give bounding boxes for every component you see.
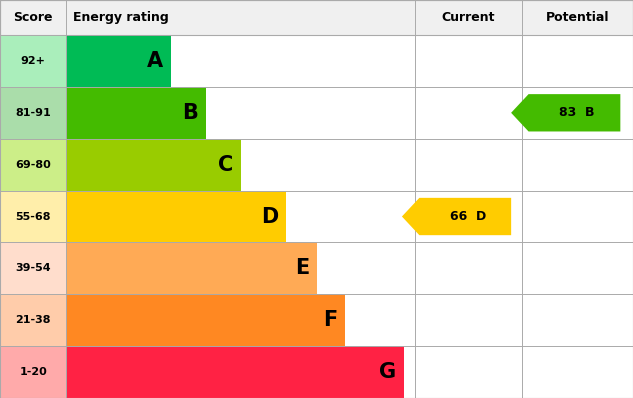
Text: Potential: Potential xyxy=(546,11,610,24)
Text: Current: Current xyxy=(442,11,495,24)
Bar xyxy=(0,35,66,87)
Bar xyxy=(66,191,286,242)
Text: Energy rating: Energy rating xyxy=(73,11,168,24)
Bar xyxy=(0,139,66,191)
Bar xyxy=(66,87,206,139)
Text: 81-91: 81-91 xyxy=(15,108,51,118)
Bar xyxy=(0,191,66,242)
Bar xyxy=(66,346,404,398)
Bar xyxy=(66,139,241,191)
Text: E: E xyxy=(295,258,310,278)
Polygon shape xyxy=(402,198,511,235)
Text: 21-38: 21-38 xyxy=(15,315,51,325)
Text: D: D xyxy=(261,207,279,226)
Text: F: F xyxy=(323,310,337,330)
Bar xyxy=(0,0,633,35)
Text: G: G xyxy=(379,362,396,382)
Text: 66  D: 66 D xyxy=(449,210,486,223)
Polygon shape xyxy=(511,94,620,131)
Bar xyxy=(66,242,317,294)
Text: A: A xyxy=(147,51,163,71)
Text: 69-80: 69-80 xyxy=(15,160,51,170)
Text: C: C xyxy=(218,155,233,175)
Text: 1-20: 1-20 xyxy=(20,367,47,377)
Bar xyxy=(0,87,66,139)
Bar xyxy=(66,35,171,87)
Text: Score: Score xyxy=(13,11,53,24)
Text: 55-68: 55-68 xyxy=(15,211,51,222)
Bar xyxy=(0,242,66,294)
Text: 92+: 92+ xyxy=(21,56,46,66)
Text: 39-54: 39-54 xyxy=(15,263,51,273)
Bar xyxy=(66,294,345,346)
Text: 83  B: 83 B xyxy=(560,106,595,119)
Bar xyxy=(0,294,66,346)
Text: B: B xyxy=(182,103,198,123)
Bar xyxy=(0,346,66,398)
